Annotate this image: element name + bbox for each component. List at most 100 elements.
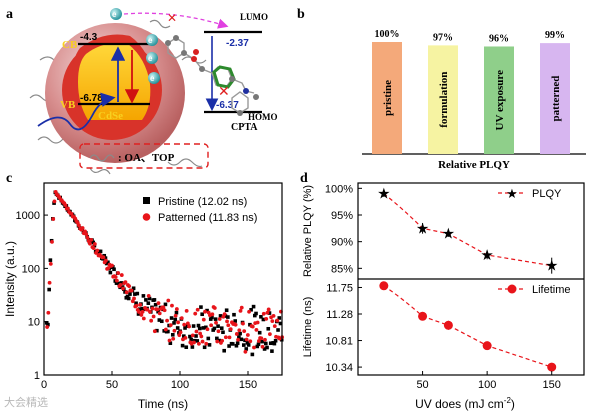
panel-d-bottom-ylabel: Lifetime (ns) bbox=[302, 297, 314, 358]
cpta-molecule: ✕ bbox=[165, 35, 259, 116]
data-point bbox=[275, 318, 280, 323]
data-point bbox=[212, 306, 217, 310]
data-point bbox=[168, 341, 173, 346]
legend-marker bbox=[507, 284, 517, 294]
data-point bbox=[270, 349, 274, 353]
data-point bbox=[118, 282, 123, 287]
data-point bbox=[168, 323, 173, 328]
data-point bbox=[247, 309, 251, 314]
data-point bbox=[188, 334, 192, 339]
data-point bbox=[209, 323, 214, 328]
data-point bbox=[201, 317, 206, 322]
y-tick-label: 10.34 bbox=[325, 362, 353, 374]
data-point bbox=[123, 280, 128, 285]
data-point bbox=[207, 343, 212, 347]
data-point bbox=[140, 309, 145, 314]
data-point bbox=[199, 305, 203, 309]
data-point bbox=[167, 338, 172, 343]
data-point bbox=[155, 307, 160, 312]
data-point bbox=[63, 203, 68, 208]
bar-value-label: 99% bbox=[545, 30, 565, 41]
bar-category-label: UV exposure bbox=[494, 70, 506, 131]
data-point bbox=[244, 347, 249, 351]
data-point bbox=[276, 328, 280, 332]
data-point bbox=[163, 327, 168, 332]
data-point bbox=[271, 313, 276, 318]
data-point bbox=[103, 256, 108, 260]
data-point bbox=[228, 327, 233, 332]
data-point bbox=[119, 273, 124, 277]
data-point bbox=[190, 333, 195, 338]
legend-label: Lifetime bbox=[532, 284, 571, 296]
panel-d-plqy-lifetime: d ★ ★ ★ ★ ★ 85% 90% 95% 100% ★ PLQY 10.34 10.81 11.2… bbox=[300, 171, 585, 411]
data-point bbox=[250, 324, 255, 329]
data-point bbox=[137, 310, 141, 314]
lumo-energy: -2.37 bbox=[226, 38, 249, 49]
data-point bbox=[101, 255, 106, 260]
data-point bbox=[255, 344, 260, 349]
data-point bbox=[225, 319, 229, 324]
data-point bbox=[205, 327, 210, 332]
data-point bbox=[187, 324, 192, 329]
cdse-label: CdSe bbox=[98, 110, 123, 122]
data-point bbox=[77, 223, 81, 228]
data-point bbox=[277, 316, 282, 320]
data-point bbox=[173, 313, 178, 318]
data-point bbox=[239, 337, 244, 342]
x-tick-label: 0 bbox=[41, 379, 47, 391]
data-point bbox=[213, 317, 218, 321]
data-point bbox=[273, 338, 278, 343]
ligand-icon bbox=[89, 154, 115, 162]
data-point bbox=[163, 302, 168, 307]
data-point bbox=[170, 332, 175, 337]
data-point bbox=[184, 345, 189, 350]
data-point bbox=[152, 329, 157, 334]
electron-symbol: e bbox=[148, 36, 153, 45]
legend-label: Patterned (11.83 ns) bbox=[158, 212, 257, 224]
data-point bbox=[156, 309, 160, 314]
data-point bbox=[173, 317, 178, 322]
data-point bbox=[256, 342, 261, 347]
data-point bbox=[248, 322, 252, 327]
data-point bbox=[217, 317, 222, 321]
data-point bbox=[241, 343, 246, 347]
data-point bbox=[246, 343, 251, 347]
data-point bbox=[136, 312, 141, 316]
data-point bbox=[91, 240, 96, 245]
data-point bbox=[170, 303, 174, 308]
data-point bbox=[172, 328, 177, 333]
data-point bbox=[126, 296, 131, 301]
data-point bbox=[125, 294, 130, 299]
data-point bbox=[129, 288, 134, 293]
panel-b-xlabel: Relative PLQY bbox=[438, 159, 510, 171]
data-point bbox=[80, 226, 85, 230]
data-point bbox=[253, 313, 257, 318]
data-point bbox=[234, 343, 239, 348]
light-absorption-arrow bbox=[37, 92, 116, 131]
y-tick-label: 1 bbox=[34, 370, 40, 382]
data-point bbox=[98, 249, 103, 254]
data-point bbox=[116, 271, 121, 275]
bar bbox=[428, 45, 458, 154]
lumo-label: LUMO bbox=[240, 12, 268, 22]
data-point bbox=[239, 305, 244, 310]
data-point-star: ★ bbox=[442, 226, 455, 243]
data-point bbox=[135, 291, 140, 296]
y-tick-label: 100% bbox=[325, 183, 353, 195]
data-point-star: ★ bbox=[545, 258, 558, 275]
data-point bbox=[134, 303, 139, 308]
panel-d-lifetime-plot: 10.34 10.81 11.28 11.75 50 100 150 Lifetime bbox=[325, 281, 571, 391]
data-point bbox=[251, 304, 256, 309]
data-point bbox=[85, 235, 90, 240]
x-tick-label: 50 bbox=[106, 379, 118, 391]
data-point bbox=[201, 326, 206, 330]
bar-value-label: 97% bbox=[433, 32, 453, 43]
data-point bbox=[195, 339, 200, 343]
data-point bbox=[267, 311, 272, 315]
panel-c-legend: Pristine (12.02 ns) Patterned (11.83 ns) bbox=[142, 196, 257, 224]
data-point bbox=[215, 339, 220, 344]
panel-d-plqy-plot: ★ ★ ★ ★ ★ 85% 90% 95% 100% ★ PLQY bbox=[325, 183, 562, 275]
y-tick-label: 10.81 bbox=[325, 336, 353, 348]
data-point bbox=[261, 317, 266, 322]
data-point bbox=[119, 281, 124, 285]
